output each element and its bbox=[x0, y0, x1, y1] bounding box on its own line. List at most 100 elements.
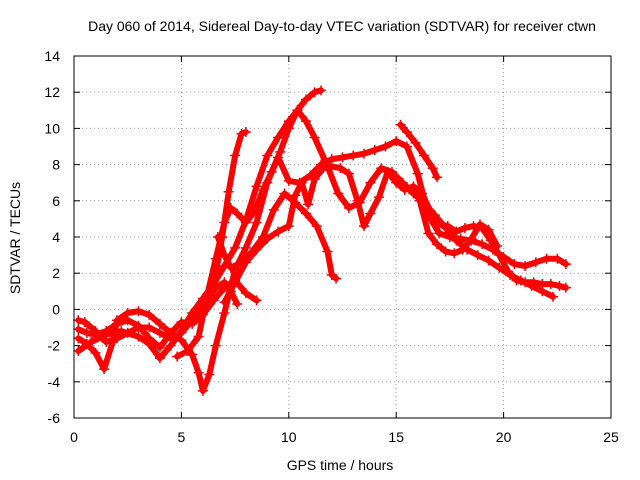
y-tick-label: 12 bbox=[44, 84, 60, 100]
data-point bbox=[414, 195, 425, 206]
data-point bbox=[144, 322, 155, 333]
data-point bbox=[90, 329, 101, 340]
data-point bbox=[300, 116, 311, 127]
data-point bbox=[197, 385, 208, 396]
grid-lines bbox=[74, 56, 611, 418]
data-point bbox=[311, 221, 322, 232]
y-tick-label: 4 bbox=[52, 229, 60, 245]
data-point bbox=[326, 161, 337, 172]
data-point bbox=[296, 177, 307, 188]
y-tick-label: 14 bbox=[44, 48, 60, 64]
data-point bbox=[240, 242, 251, 253]
data-point bbox=[374, 192, 385, 203]
data-point bbox=[230, 277, 241, 288]
data-point bbox=[133, 306, 144, 317]
y-tick-label: -2 bbox=[48, 338, 61, 354]
data-point bbox=[223, 186, 234, 197]
data-point bbox=[279, 188, 290, 199]
data-point bbox=[165, 327, 176, 338]
data-point bbox=[182, 346, 193, 357]
data-point bbox=[309, 87, 320, 98]
data-point bbox=[401, 127, 412, 138]
data-point bbox=[283, 123, 294, 134]
data-point bbox=[416, 188, 427, 199]
data-point bbox=[520, 277, 531, 288]
data-point bbox=[477, 239, 488, 250]
x-tick-label: 0 bbox=[70, 429, 78, 445]
data-point bbox=[290, 190, 301, 201]
data-point bbox=[492, 241, 503, 252]
data-point bbox=[73, 346, 84, 357]
data-point bbox=[225, 262, 236, 273]
data-point bbox=[81, 338, 92, 349]
data-point bbox=[466, 233, 477, 244]
data-point bbox=[412, 168, 423, 179]
x-axis-label: GPS time / hours bbox=[287, 457, 394, 473]
data-point bbox=[395, 119, 406, 130]
data-point bbox=[434, 228, 445, 239]
data-point bbox=[530, 257, 541, 268]
data-point bbox=[455, 233, 466, 244]
data-point bbox=[292, 105, 303, 116]
data-point bbox=[230, 242, 241, 253]
y-tick-label: 10 bbox=[44, 120, 60, 136]
data-point bbox=[322, 246, 333, 257]
x-tick-label: 15 bbox=[388, 429, 404, 445]
data-point bbox=[262, 233, 273, 244]
data-point bbox=[423, 228, 434, 239]
data-point bbox=[232, 208, 243, 219]
data-point bbox=[343, 168, 354, 179]
data-point bbox=[154, 318, 165, 329]
series-trace bbox=[174, 87, 324, 360]
data-point bbox=[240, 127, 251, 138]
data-point bbox=[545, 279, 556, 290]
data-point bbox=[520, 260, 531, 271]
data-point bbox=[193, 367, 204, 378]
data-point bbox=[541, 253, 552, 264]
data-point bbox=[219, 250, 230, 261]
data-point bbox=[240, 217, 251, 228]
y-tick-label: -6 bbox=[48, 410, 61, 426]
data-point bbox=[268, 204, 279, 215]
data-point bbox=[101, 326, 112, 337]
data-point bbox=[483, 224, 494, 235]
data-point bbox=[382, 166, 393, 177]
data-point bbox=[552, 253, 563, 264]
data-point bbox=[391, 136, 402, 147]
data-point bbox=[408, 181, 419, 192]
data-point bbox=[358, 221, 369, 232]
data-point bbox=[401, 141, 412, 152]
data-point bbox=[548, 291, 559, 302]
data-point bbox=[509, 259, 520, 270]
data-point bbox=[236, 128, 247, 139]
data-point bbox=[273, 226, 284, 237]
y-tick-label: 0 bbox=[52, 301, 60, 317]
data-point bbox=[427, 163, 438, 174]
data-point bbox=[251, 217, 262, 228]
data-point bbox=[300, 208, 311, 219]
data-point bbox=[187, 318, 198, 329]
data-point bbox=[376, 163, 387, 174]
data-point bbox=[528, 277, 539, 288]
data-point bbox=[225, 203, 236, 214]
data-point bbox=[210, 282, 221, 293]
data-point bbox=[444, 232, 455, 242]
data-point bbox=[249, 206, 260, 217]
data-point bbox=[399, 184, 410, 195]
y-tick-label: 2 bbox=[52, 265, 60, 281]
data-point bbox=[343, 203, 354, 214]
data-point bbox=[73, 324, 84, 335]
data-point bbox=[73, 333, 84, 344]
data-point bbox=[275, 146, 286, 157]
data-point bbox=[537, 279, 548, 290]
data-point bbox=[240, 288, 251, 299]
data-point bbox=[300, 94, 311, 105]
data-point bbox=[459, 222, 470, 233]
data-point bbox=[331, 273, 342, 284]
data-point bbox=[251, 295, 262, 306]
data-point bbox=[316, 85, 327, 96]
data-point bbox=[333, 188, 344, 199]
data-point bbox=[457, 244, 468, 255]
data-point bbox=[554, 280, 565, 291]
data-point bbox=[391, 177, 402, 188]
